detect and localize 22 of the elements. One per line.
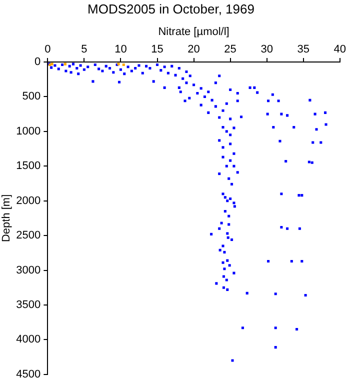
y-tick-label: 2500 [16,230,41,242]
x-tick-label: 0 [44,43,51,56]
x-tick-label: 10 [114,43,127,56]
y-tick-label: 0 [34,56,41,68]
y-tick-label: 1000 [16,125,41,138]
y-tick-label: 500 [22,90,41,103]
chart-title: MODS2005 in October, 1969 [88,1,254,16]
y-tick-label: 3000 [16,264,41,276]
y-tick-label: 3500 [16,299,41,312]
x-tick-label: 15 [151,43,164,56]
x-tick-label: 40 [334,43,346,56]
x-tick-label: 25 [224,43,236,56]
y-axis-title: Depth [m] [0,194,13,242]
y-tick-label: 1500 [16,160,41,172]
x-tick-label: 20 [188,43,200,56]
y-tick-label: 2000 [16,194,41,207]
x-axis-title: Nitrate [µmol/l] [158,26,230,38]
y-tick-label: 4500 [16,368,41,380]
x-tick-label: 35 [297,43,310,56]
x-tick-label: 30 [260,43,273,56]
x-tick-label: 5 [81,43,88,56]
y-tick-label: 4000 [16,334,41,346]
